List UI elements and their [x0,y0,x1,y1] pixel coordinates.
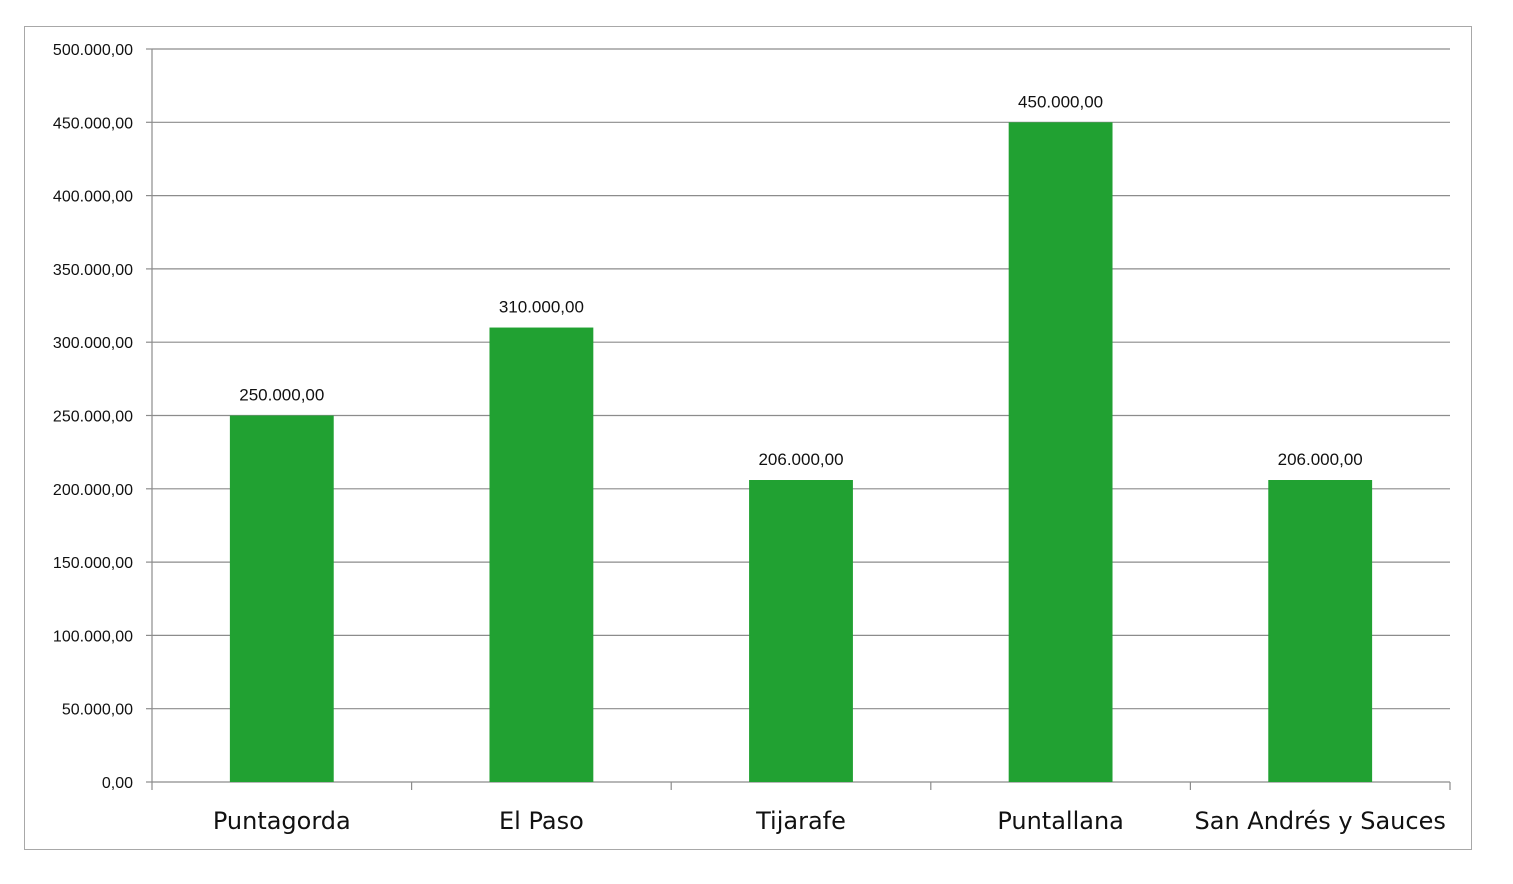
bar [749,480,853,782]
x-tick-label: El Paso [499,807,584,835]
y-tick-label: 0,00 [102,775,133,792]
bar [1008,122,1113,783]
x-tick-label: Puntallana [997,807,1124,835]
data-label: 206.000,00 [758,450,843,469]
x-tick-label: Tijarafe [755,807,846,835]
y-tick-label: 500.000,00 [53,42,133,59]
bar [489,327,594,782]
data-label: 310.000,00 [499,298,584,317]
y-tick-label: 350.000,00 [53,262,133,279]
y-tick-label: 400.000,00 [53,189,133,206]
x-tick-label: Puntagorda [213,807,351,835]
bar [229,415,334,782]
y-tick-label: 150.000,00 [53,555,133,572]
x-tick-label: San Andrés y Sauces [1195,807,1446,835]
bar [1268,480,1373,782]
y-tick-label: 450.000,00 [53,115,133,132]
y-tick-label: 100.000,00 [53,628,133,645]
data-label: 450.000,00 [1018,92,1103,111]
data-label: 206.000,00 [1278,450,1363,469]
y-tick-label: 250.000,00 [53,409,133,426]
y-tick-label: 200.000,00 [53,482,133,499]
y-tick-label: 50.000,00 [62,702,133,719]
y-tick-label: 300.000,00 [53,335,133,352]
data-label: 250.000,00 [239,386,324,405]
